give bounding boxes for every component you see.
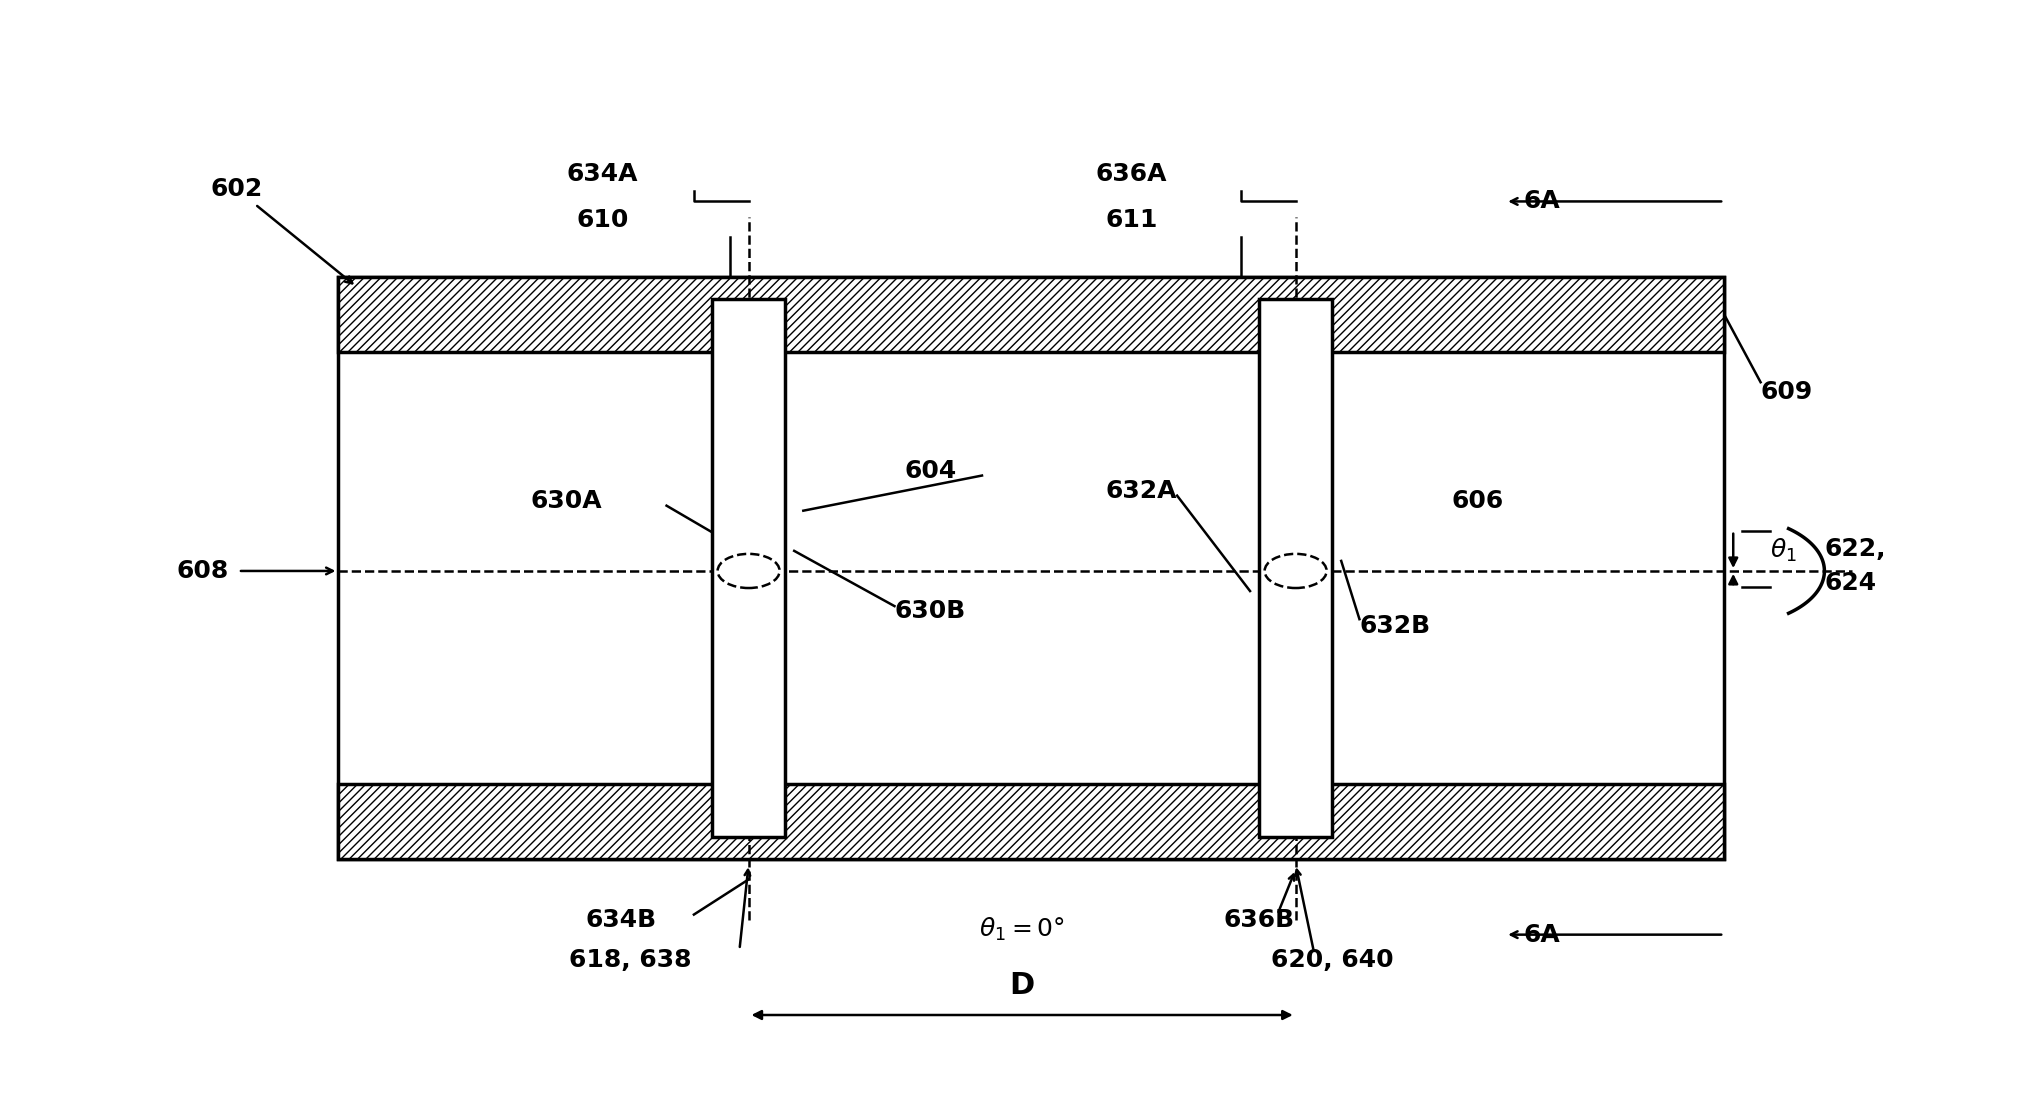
Bar	[338, 277, 1724, 859]
Text: 636A: 636A	[1096, 162, 1167, 186]
Text: 6A: 6A	[1524, 190, 1560, 213]
Text: 620, 640: 620, 640	[1270, 947, 1394, 972]
Circle shape	[1264, 554, 1327, 588]
Text: 634A: 634A	[567, 162, 638, 186]
Text: 6A: 6A	[1524, 923, 1560, 946]
Text: 609: 609	[1761, 381, 1813, 404]
Text: 630A: 630A	[531, 489, 602, 512]
Text: 611: 611	[1106, 208, 1157, 231]
Text: 618, 638: 618, 638	[569, 947, 691, 972]
Text: 636B: 636B	[1224, 907, 1295, 932]
Text: $\theta_1 = 0°$: $\theta_1 = 0°$	[979, 916, 1066, 943]
Bar	[1260, 299, 1333, 837]
Text: 602: 602	[211, 177, 353, 283]
Text: D: D	[1009, 971, 1035, 1000]
Bar	[338, 783, 1724, 859]
Bar	[711, 299, 784, 837]
Bar	[338, 277, 1724, 352]
Text: 630B: 630B	[895, 599, 966, 623]
Text: 632B: 632B	[1359, 614, 1430, 638]
Text: 624: 624	[1825, 571, 1876, 595]
Text: 622,: 622,	[1825, 537, 1886, 561]
Text: 604: 604	[906, 459, 956, 482]
Text: 608: 608	[176, 559, 229, 583]
Text: 634B: 634B	[586, 907, 656, 932]
Circle shape	[717, 554, 780, 588]
Text: 606: 606	[1453, 489, 1503, 512]
Text: 610: 610	[577, 208, 628, 231]
Text: $\theta_1$: $\theta_1$	[1771, 537, 1797, 565]
Text: 632A: 632A	[1106, 479, 1177, 502]
